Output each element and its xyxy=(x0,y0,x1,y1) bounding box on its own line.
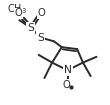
Text: CH$_3$: CH$_3$ xyxy=(7,3,27,16)
Text: S: S xyxy=(37,33,44,43)
Text: N: N xyxy=(64,65,72,75)
Text: O: O xyxy=(15,8,22,18)
Text: O: O xyxy=(63,80,70,90)
Text: S: S xyxy=(28,23,34,33)
Text: O: O xyxy=(38,8,45,18)
